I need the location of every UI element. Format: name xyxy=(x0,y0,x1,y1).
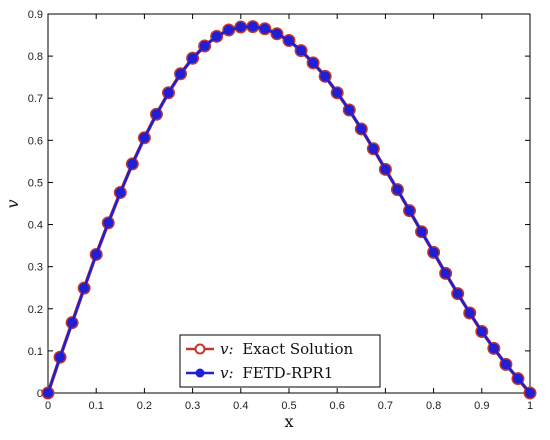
data-point-fetd xyxy=(320,71,331,82)
series-marks xyxy=(41,20,537,400)
data-point-fetd xyxy=(103,217,114,228)
y-axis-label: v xyxy=(3,199,22,208)
y-tick-label: 0.7 xyxy=(28,93,43,105)
plot-area xyxy=(47,13,531,394)
data-point-fetd xyxy=(55,352,66,363)
y-tick-label: 0.1 xyxy=(28,346,43,358)
data-point-fetd xyxy=(512,373,523,384)
data-point-fetd xyxy=(91,249,102,260)
x-tick-label: 0.4 xyxy=(233,400,248,412)
data-point-fetd xyxy=(476,326,487,337)
data-point-fetd xyxy=(43,388,53,398)
data-point-fetd xyxy=(464,307,475,318)
legend: v: Exact Solution v: FETD-RPR1 xyxy=(179,334,381,388)
data-point-fetd xyxy=(127,158,138,169)
y-tick-label: 0.8 xyxy=(28,51,43,63)
legend-label-exact: v: Exact Solution xyxy=(220,340,353,358)
y-tick-label: 0 xyxy=(37,388,43,400)
data-point-fetd xyxy=(296,45,307,56)
x-tick-label: 0 xyxy=(45,400,51,412)
data-point-fetd xyxy=(163,87,174,98)
data-point-fetd xyxy=(284,35,294,46)
data-point-fetd xyxy=(259,23,270,34)
data-point-fetd xyxy=(488,343,499,354)
legend-marker-exact xyxy=(194,343,206,355)
y-tick-label: 0.6 xyxy=(28,135,43,147)
data-point-fetd xyxy=(139,132,150,143)
data-point-fetd xyxy=(368,143,379,154)
data-point-fetd xyxy=(223,25,234,36)
data-point-fetd xyxy=(452,288,463,299)
x-tick-label: 0.1 xyxy=(89,400,104,412)
data-point-fetd xyxy=(308,57,319,68)
x-tick-label: 0.6 xyxy=(330,400,345,412)
x-tick-label: 0.5 xyxy=(281,400,296,412)
data-point-fetd xyxy=(235,22,246,33)
data-point-fetd xyxy=(344,105,355,116)
legend-box xyxy=(179,334,381,388)
x-axis-label: x xyxy=(284,412,293,431)
data-point-fetd xyxy=(416,226,427,237)
data-point-fetd xyxy=(271,28,282,39)
legend-var-fetd: v: xyxy=(220,364,234,382)
legend-entry-fetd: v: FETD-RPR1 xyxy=(186,364,333,382)
data-point-fetd xyxy=(428,247,439,258)
axis-ticks: 0 0.1 0.2 0.3 0.4 0.5 0.6 0.7 0.8 0.9 1 0 0.1 0.2 0.3 0… xyxy=(28,9,533,412)
legend-name-fetd: FETD-RPR1 xyxy=(242,364,333,382)
y-tick-label: 0.3 xyxy=(28,262,43,274)
data-point-fetd xyxy=(211,31,222,42)
x-tick-label: 0.9 xyxy=(474,400,489,412)
y-tick-label: 0.9 xyxy=(28,9,43,21)
data-point-fetd xyxy=(500,359,511,370)
data-point-fetd xyxy=(332,87,343,98)
data-point-fetd xyxy=(67,317,78,328)
data-point-fetd xyxy=(440,268,451,279)
data-point-fetd xyxy=(525,388,535,398)
data-point-fetd xyxy=(175,68,186,79)
x-tick-label: 0.2 xyxy=(137,400,152,412)
y-tick-label: 0.4 xyxy=(28,220,43,232)
legend-label-fetd: v: FETD-RPR1 xyxy=(220,364,333,382)
data-point-fetd xyxy=(356,123,367,134)
data-point-fetd xyxy=(404,205,415,216)
data-point-fetd xyxy=(187,53,198,64)
data-point-fetd xyxy=(115,187,126,198)
legend-var-exact: v: xyxy=(220,340,234,358)
legend-name-exact: Exact Solution xyxy=(242,340,353,358)
data-point-fetd xyxy=(247,21,258,32)
data-point-fetd xyxy=(151,109,162,120)
data-point-fetd xyxy=(392,184,403,195)
y-tick-label: 0.5 xyxy=(28,177,43,189)
legend-marker-fetd xyxy=(195,368,205,378)
data-point-fetd xyxy=(79,283,90,294)
legend-entry-exact: v: Exact Solution xyxy=(186,340,353,358)
x-tick-label: 0.8 xyxy=(426,400,441,412)
y-tick-label: 0.2 xyxy=(28,304,43,316)
x-tick-label: 0.7 xyxy=(378,400,393,412)
data-point-fetd xyxy=(199,41,210,52)
x-tick-label: 1 xyxy=(527,400,533,412)
data-point-fetd xyxy=(380,164,391,175)
x-tick-label: 0.3 xyxy=(185,400,200,412)
